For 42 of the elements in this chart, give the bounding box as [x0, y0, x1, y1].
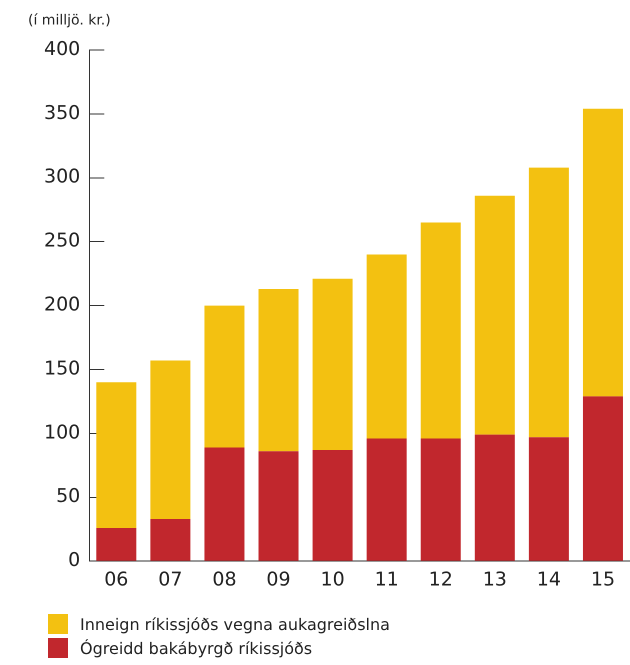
- bar: [366, 438, 407, 561]
- x-tick-label: 07: [158, 568, 182, 591]
- bar: [528, 437, 569, 561]
- bar: [96, 528, 136, 561]
- x-tick-label: 10: [320, 568, 345, 591]
- bar: [528, 168, 569, 438]
- bar: [312, 278, 353, 450]
- bar: [420, 438, 461, 561]
- y-tick-label: 250: [44, 230, 80, 252]
- bar: [420, 222, 461, 439]
- bar: [366, 254, 407, 439]
- x-tick-label: 06: [104, 568, 128, 591]
- bar: [204, 306, 244, 448]
- bar: [474, 196, 515, 435]
- x-tick-label: 14: [536, 568, 561, 591]
- y-tick-label: 0: [68, 549, 80, 572]
- bar: [582, 396, 623, 561]
- y-tick-label: 100: [44, 421, 80, 444]
- bar: [258, 288, 299, 452]
- bar: [150, 360, 190, 520]
- x-tick-label: 08: [212, 568, 237, 591]
- bar: [258, 451, 299, 561]
- bar: [204, 447, 244, 561]
- y-tick-label: 200: [44, 294, 80, 316]
- x-tick-label: 09: [266, 568, 291, 591]
- x-tick-label: 11: [374, 568, 399, 591]
- bar: [96, 382, 136, 528]
- y-tick-label: 50: [56, 485, 80, 508]
- y-tick-label: 400: [44, 38, 80, 60]
- bar: [582, 108, 623, 396]
- legend-label: Ógreidd bakábyrgð ríkissjóðs: [80, 638, 312, 658]
- bar: [150, 519, 190, 561]
- x-tick-label: 12: [428, 568, 453, 591]
- x-tick-label: 13: [482, 568, 507, 591]
- x-tick-label: 15: [590, 568, 616, 591]
- y-tick-label: 300: [44, 166, 80, 188]
- bar: [312, 450, 353, 561]
- legend-label: Inneign ríkissjóðs vegna aukagreiðslna: [80, 614, 390, 634]
- y-axis-title: (í milljö. kr.): [28, 12, 111, 29]
- y-tick-label: 150: [44, 357, 80, 380]
- y-tick-label: 350: [44, 102, 80, 124]
- bar: [474, 434, 515, 561]
